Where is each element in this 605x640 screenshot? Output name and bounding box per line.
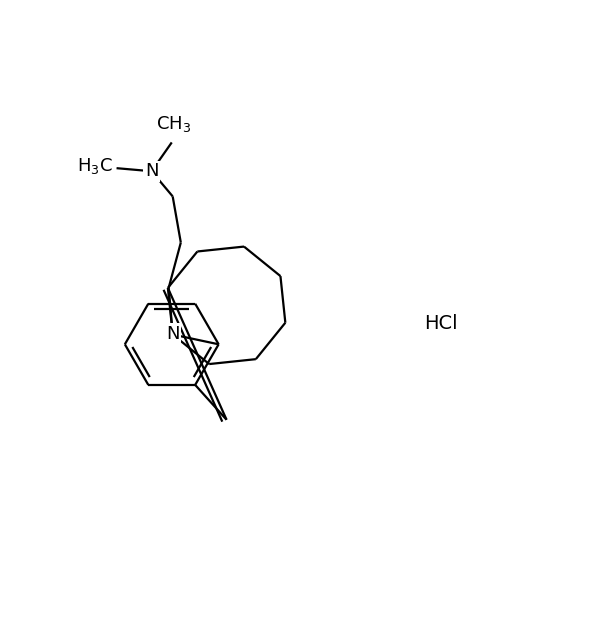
Text: N: N xyxy=(166,324,180,342)
Text: CH$_3$: CH$_3$ xyxy=(157,114,192,134)
Text: H$_3$C: H$_3$C xyxy=(77,156,113,176)
Text: N: N xyxy=(145,162,159,180)
Text: HCl: HCl xyxy=(425,314,458,333)
